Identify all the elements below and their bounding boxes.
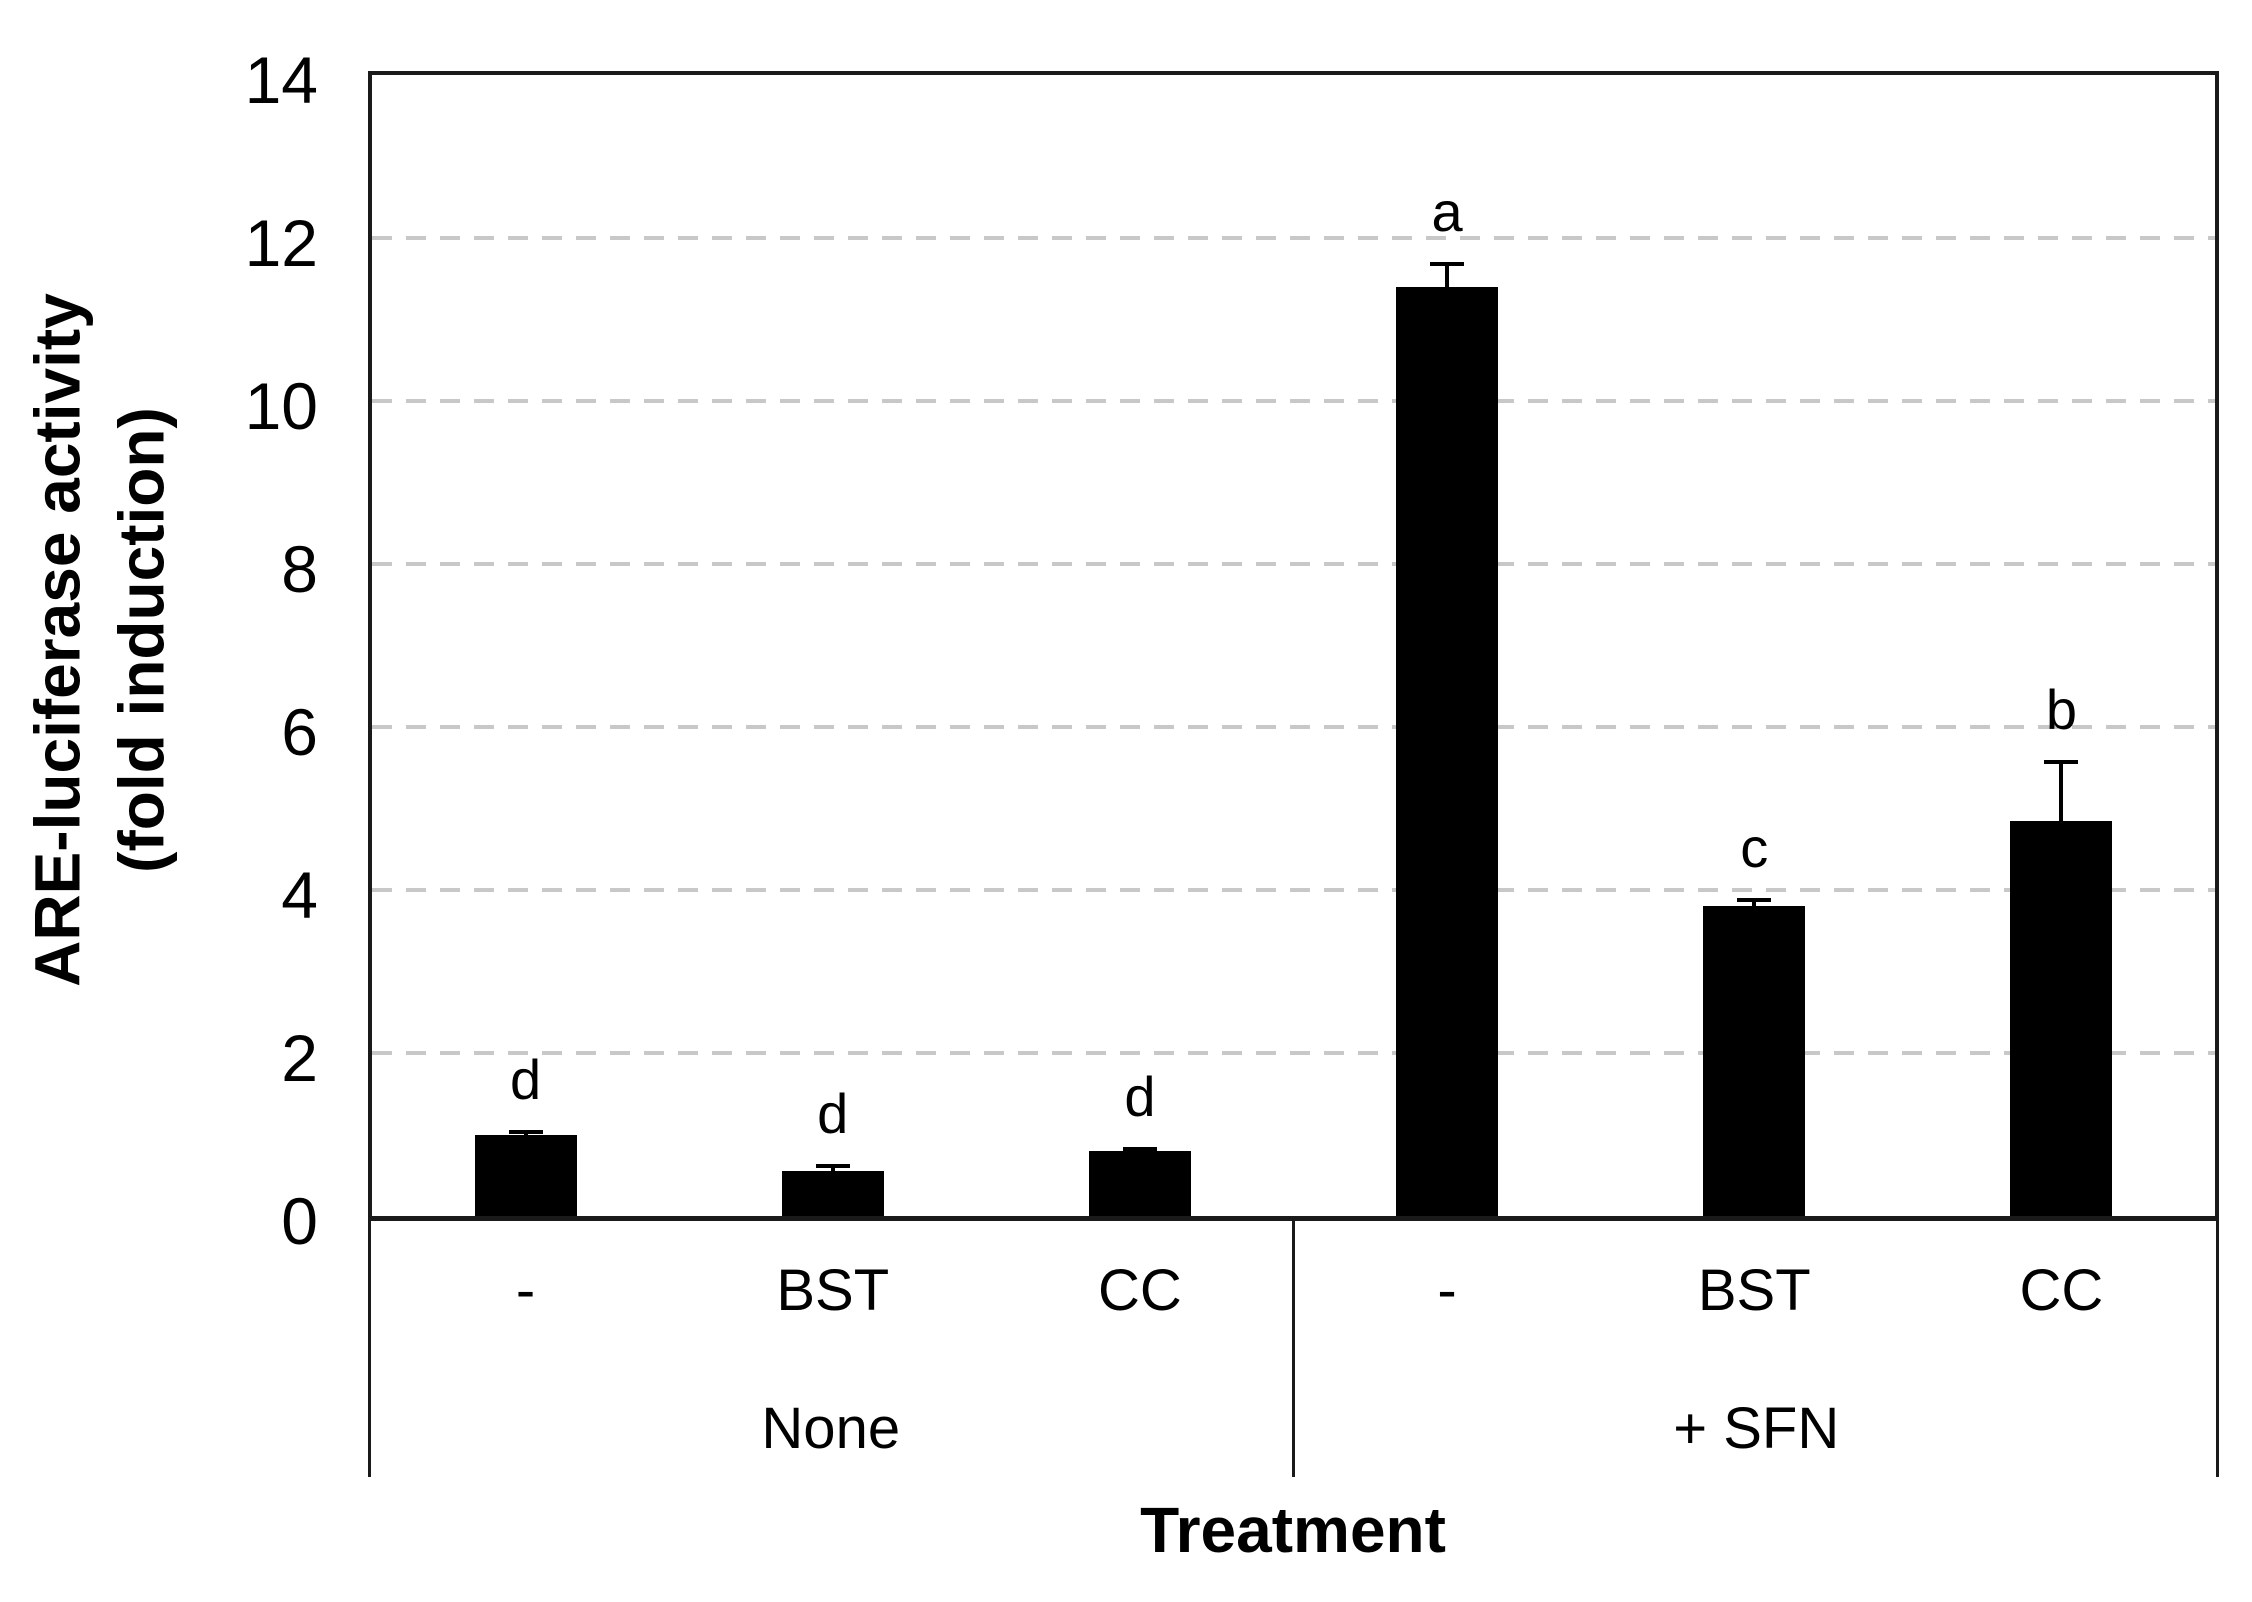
error-bar	[815, 1163, 850, 1172]
gridline-y10	[372, 399, 2215, 403]
category-divider-0	[368, 1221, 371, 1477]
error-bar	[2044, 759, 2079, 821]
error-bar-stem	[1752, 902, 1757, 907]
bar-None-BST	[781, 1171, 884, 1216]
y-tick-label-8: 8	[281, 532, 318, 606]
error-bar	[1430, 262, 1465, 287]
y-tick-label-2: 2	[281, 1021, 318, 1095]
category-label--: -	[1437, 1258, 1457, 1323]
y-tick-label-4: 4	[281, 858, 318, 932]
error-bar-stem	[830, 1167, 835, 1172]
y-tick-label-12: 12	[244, 206, 318, 280]
significance-letter-d: d	[510, 1047, 542, 1111]
significance-letter-b: b	[2045, 677, 2077, 741]
category-label-CC: CC	[1098, 1258, 1182, 1323]
significance-letter-a: a	[1431, 180, 1463, 244]
error-bar	[508, 1129, 543, 1135]
gridline-y8	[372, 562, 2215, 566]
gridline-y2	[372, 1051, 2215, 1055]
category-label-CC: CC	[2019, 1258, 2104, 1323]
error-bar-stem	[523, 1133, 528, 1135]
bar-+SFN--	[1396, 286, 1499, 1216]
significance-letter-c: c	[1740, 816, 1769, 880]
y-tick-label-10: 10	[244, 369, 318, 443]
y-tick-label-0: 0	[281, 1184, 318, 1258]
category-divider-2	[2216, 1221, 2219, 1477]
bar-+SFN-CC	[2010, 820, 2113, 1216]
plot-area: d d d a c b	[368, 71, 2219, 1221]
gridline-y4	[372, 888, 2215, 892]
category-label-BST: BST	[1697, 1258, 1811, 1323]
error-bar	[1122, 1146, 1157, 1151]
significance-letter-d: d	[1124, 1064, 1156, 1128]
group-label-+SFN: + SFN	[1673, 1396, 1840, 1461]
error-bar	[1737, 898, 1772, 907]
gridline-y12	[372, 236, 2215, 240]
error-bar-stem	[2059, 763, 2064, 821]
category-label--: -	[515, 1258, 536, 1323]
category-label-BST: BST	[776, 1258, 890, 1323]
x-axis-title: Treatment	[1140, 1494, 1446, 1566]
error-bar-stem	[1445, 266, 1450, 287]
significance-letter-d: d	[817, 1081, 849, 1145]
category-divider-1	[1292, 1221, 1295, 1477]
bar-+SFN-BST	[1703, 906, 1806, 1216]
y-tick-label-6: 6	[281, 695, 318, 769]
group-label-None: None	[761, 1396, 901, 1461]
gridline-y6	[372, 725, 2215, 729]
y-tick-label-14: 14	[244, 43, 318, 117]
bar-None-CC	[1088, 1150, 1191, 1216]
bar-None--	[474, 1134, 577, 1216]
